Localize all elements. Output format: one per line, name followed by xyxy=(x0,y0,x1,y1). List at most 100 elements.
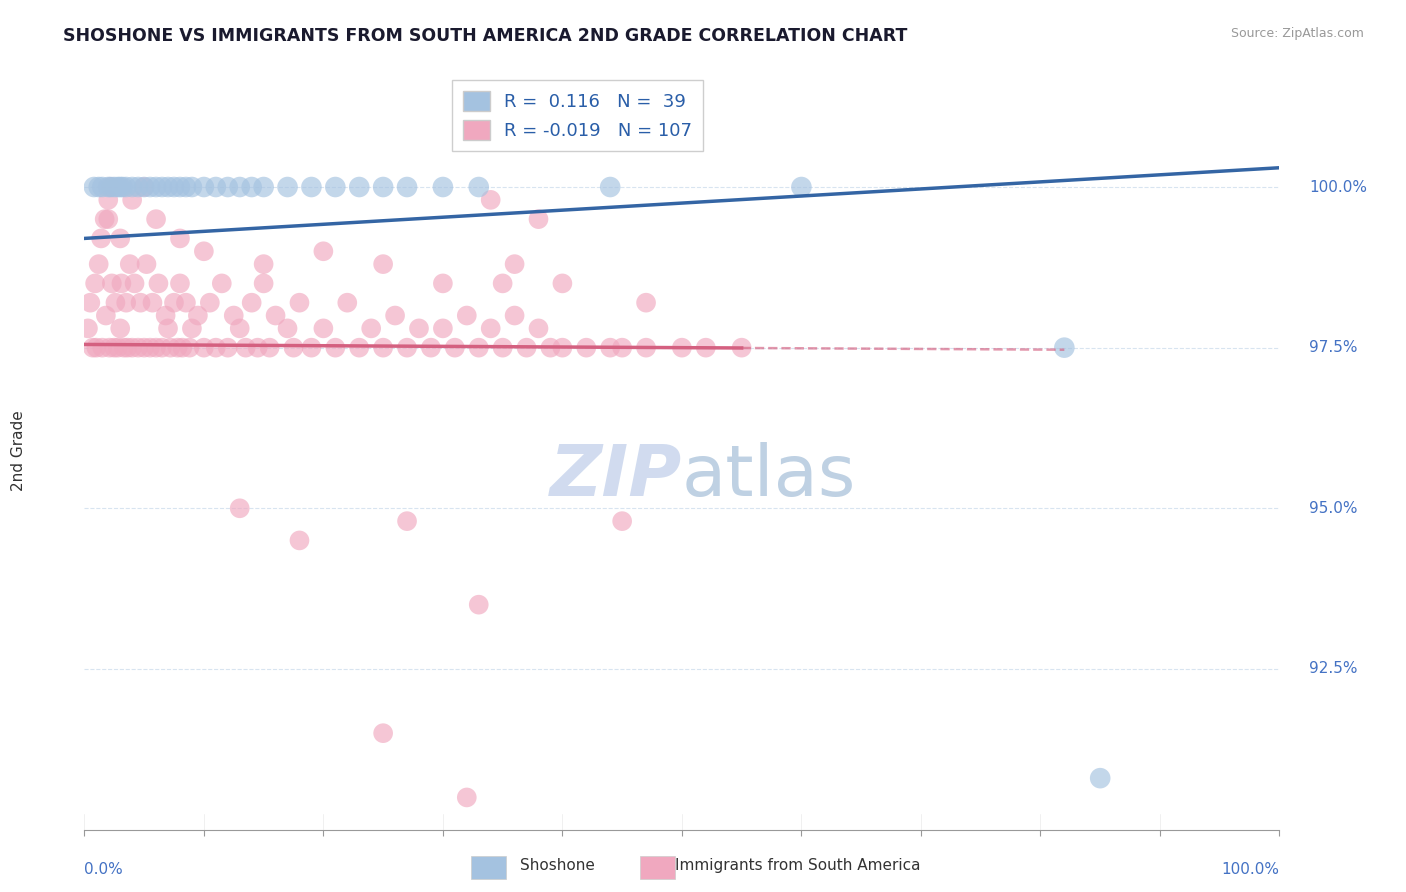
Point xyxy=(84,277,107,291)
Point xyxy=(139,341,162,355)
Point xyxy=(193,180,215,194)
Point xyxy=(117,341,139,355)
Point xyxy=(107,341,129,355)
Point xyxy=(166,341,188,355)
Point xyxy=(82,341,104,355)
Point xyxy=(101,277,124,291)
Point xyxy=(1053,341,1076,355)
Point xyxy=(731,341,754,355)
Point xyxy=(121,193,143,207)
Point xyxy=(277,180,299,194)
Point xyxy=(575,341,598,355)
Point xyxy=(492,277,515,291)
Point xyxy=(100,180,122,194)
Point xyxy=(695,341,717,355)
Point xyxy=(97,212,120,227)
Point xyxy=(468,598,491,612)
Point xyxy=(551,341,574,355)
Point xyxy=(127,180,149,194)
Point xyxy=(107,180,129,194)
Point xyxy=(312,244,335,259)
Point xyxy=(1090,771,1112,785)
Point xyxy=(373,726,395,740)
Point xyxy=(181,321,204,335)
Point xyxy=(349,180,371,194)
Point xyxy=(163,180,186,194)
Point xyxy=(283,341,305,355)
Point xyxy=(246,341,269,355)
Point xyxy=(91,341,114,355)
Point xyxy=(479,321,502,335)
Point xyxy=(103,341,125,355)
Point xyxy=(77,321,100,335)
Point xyxy=(97,180,120,194)
Point xyxy=(479,193,502,207)
Point xyxy=(121,180,143,194)
Point xyxy=(468,180,491,194)
Text: 97.5%: 97.5% xyxy=(1309,340,1358,355)
Point xyxy=(115,180,138,194)
Point xyxy=(264,309,287,323)
Point xyxy=(540,341,562,355)
Legend: R =  0.116   N =  39, R = -0.019   N = 107: R = 0.116 N = 39, R = -0.019 N = 107 xyxy=(451,80,703,151)
Point xyxy=(492,341,515,355)
Point xyxy=(118,257,141,271)
Point xyxy=(110,321,132,335)
Point xyxy=(145,180,167,194)
Point xyxy=(325,180,347,194)
Point xyxy=(456,309,478,323)
Point xyxy=(396,341,419,355)
Point xyxy=(87,180,110,194)
Text: 100.0%: 100.0% xyxy=(1309,179,1368,194)
Point xyxy=(671,341,693,355)
Point xyxy=(551,277,574,291)
Point xyxy=(468,341,491,355)
Point xyxy=(432,321,454,335)
Point xyxy=(408,321,430,335)
Point xyxy=(100,180,122,194)
Point xyxy=(205,180,228,194)
Point xyxy=(527,212,550,227)
Point xyxy=(145,212,167,227)
Point xyxy=(127,341,149,355)
Text: Shoshone: Shoshone xyxy=(520,858,595,872)
Point xyxy=(205,341,228,355)
Point xyxy=(349,341,371,355)
Point xyxy=(373,180,395,194)
Text: 92.5%: 92.5% xyxy=(1309,662,1358,676)
Point xyxy=(211,277,233,291)
Point xyxy=(169,277,191,291)
Point xyxy=(396,514,419,528)
Point xyxy=(336,295,359,310)
Point xyxy=(253,257,276,271)
Point xyxy=(104,295,127,310)
Point xyxy=(97,193,120,207)
Point xyxy=(110,231,132,245)
Point xyxy=(110,277,132,291)
Point xyxy=(129,295,152,310)
Point xyxy=(240,295,263,310)
Point xyxy=(373,341,395,355)
Point xyxy=(91,180,114,194)
Point xyxy=(301,341,323,355)
Point xyxy=(155,309,177,323)
Point xyxy=(163,295,186,310)
Point xyxy=(259,341,281,355)
Point xyxy=(288,533,311,548)
Point xyxy=(527,321,550,335)
Point xyxy=(516,341,538,355)
Point xyxy=(135,257,157,271)
Point xyxy=(172,341,194,355)
Point xyxy=(420,341,443,355)
Point xyxy=(222,309,245,323)
Text: 100.0%: 100.0% xyxy=(1222,862,1279,877)
Point xyxy=(94,309,117,323)
Point xyxy=(150,341,173,355)
Point xyxy=(217,341,239,355)
Point xyxy=(432,180,454,194)
Point xyxy=(169,231,191,245)
Point xyxy=(235,341,257,355)
Point xyxy=(179,341,201,355)
Point xyxy=(132,180,156,194)
Point xyxy=(132,180,156,194)
